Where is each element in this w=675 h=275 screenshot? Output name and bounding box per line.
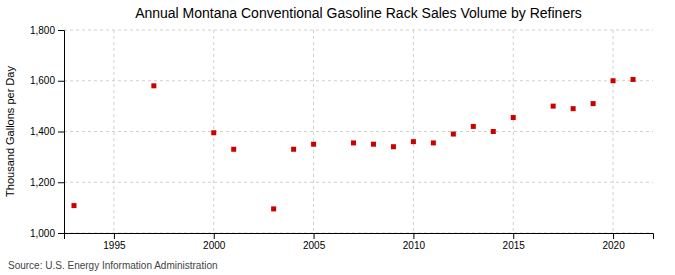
tick-mark xyxy=(58,81,64,82)
point xyxy=(351,140,356,145)
tick: 1995 xyxy=(103,233,126,251)
tick-label: 2015 xyxy=(503,240,526,251)
grid-line xyxy=(64,80,653,81)
tick-mark xyxy=(314,233,315,239)
tick-mark xyxy=(613,233,614,239)
source-note: Source: U.S. Energy Information Administ… xyxy=(8,260,218,271)
tick-mark xyxy=(413,233,414,239)
point xyxy=(591,101,596,106)
x-axis: 1995 2000 2005 2010 2015 2020 xyxy=(65,233,654,251)
point xyxy=(511,115,516,120)
tick: 2010 xyxy=(403,233,426,251)
title: Annual Montana Conventional Gasoline Rac… xyxy=(135,5,582,21)
point xyxy=(151,83,156,88)
points xyxy=(71,77,635,211)
tick-label: 1,000 xyxy=(30,228,55,239)
tick-label: 1,400 xyxy=(30,126,55,137)
point xyxy=(411,139,416,144)
grid xyxy=(64,30,653,233)
point xyxy=(491,129,496,134)
tick-mark xyxy=(114,233,115,239)
point xyxy=(71,203,76,208)
tick-mark xyxy=(513,233,514,239)
point xyxy=(291,147,296,152)
point xyxy=(231,147,236,152)
tick-label: 1,800 xyxy=(30,25,55,36)
point xyxy=(211,130,216,135)
tick: 1,600 xyxy=(30,75,64,86)
point xyxy=(311,142,316,147)
point xyxy=(431,140,436,145)
grid-line xyxy=(413,30,414,233)
tick-mark xyxy=(58,233,64,234)
point xyxy=(371,142,376,147)
tick-label: 2010 xyxy=(403,240,426,251)
tick: 1,000 xyxy=(30,228,64,239)
chart: 1995200020052010201520201,0001,2001,4001… xyxy=(0,0,675,275)
y-axis: 1,000 1,200 1,400 1,600 1,800 xyxy=(30,25,65,239)
tick: 2005 xyxy=(303,233,326,251)
grid-line xyxy=(113,30,114,233)
grid-line xyxy=(513,30,514,233)
tick-label: 1,600 xyxy=(30,75,55,86)
point xyxy=(391,144,396,149)
point xyxy=(471,124,476,129)
tick-label: 1,200 xyxy=(30,177,55,188)
tick-mark xyxy=(58,182,64,183)
grid-line xyxy=(64,30,653,31)
axis-line xyxy=(58,31,65,234)
grid-line xyxy=(64,182,653,183)
point xyxy=(571,106,576,111)
tick-label: 2020 xyxy=(602,240,625,251)
tick-label: 2005 xyxy=(303,240,326,251)
y-axis-label: Thousand Gallons per Day xyxy=(4,66,16,197)
grid-line xyxy=(64,131,653,132)
point xyxy=(551,104,556,109)
grid-line xyxy=(613,30,614,233)
tick: 2020 xyxy=(602,233,625,251)
tick-mark xyxy=(214,233,215,239)
tick-label: 2000 xyxy=(203,240,226,251)
tick: 2015 xyxy=(503,233,526,251)
tick: 2000 xyxy=(203,233,226,251)
axis-line xyxy=(65,234,654,240)
tick: 1,400 xyxy=(30,126,64,137)
tick: 1,200 xyxy=(30,177,64,188)
tick-mark xyxy=(58,30,64,31)
plot-area: 1995200020052010201520201,0001,2001,4001… xyxy=(30,25,654,251)
tick-mark xyxy=(58,132,64,133)
point xyxy=(451,132,456,137)
point xyxy=(271,206,276,211)
tick-label: 1995 xyxy=(103,240,126,251)
point xyxy=(631,77,636,82)
grid-line xyxy=(313,30,314,233)
tick: 1,800 xyxy=(30,25,64,36)
point xyxy=(611,78,616,83)
